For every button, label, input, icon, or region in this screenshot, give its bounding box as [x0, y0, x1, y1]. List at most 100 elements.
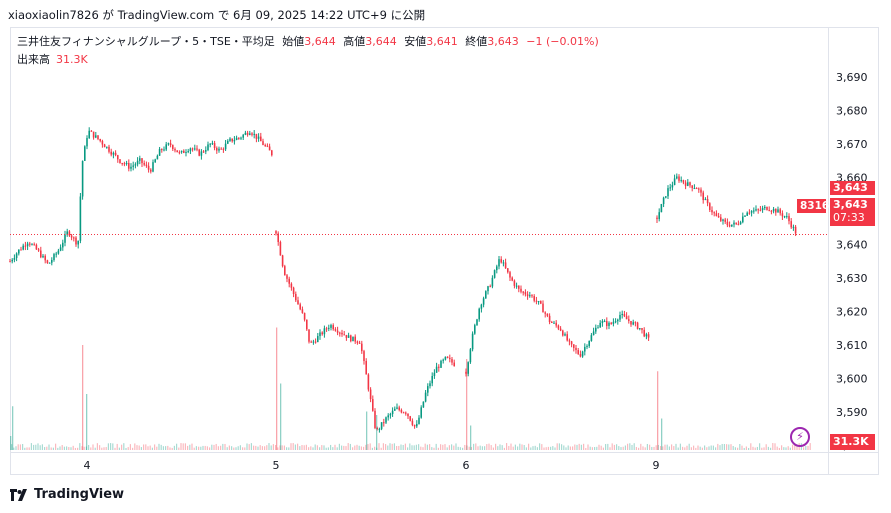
volume-bar	[387, 445, 389, 450]
volume-bar	[426, 444, 428, 450]
volume-bar	[382, 443, 384, 450]
volume-bar	[35, 444, 37, 450]
volume-spike	[280, 383, 282, 450]
volume-bar	[275, 445, 277, 450]
candle-body	[656, 217, 658, 220]
volume-spike	[657, 371, 659, 450]
candle-body	[548, 315, 551, 323]
chart-frame	[10, 27, 879, 475]
volume-bar	[497, 446, 499, 450]
volume-bar	[752, 446, 754, 450]
y-tick-label: 3,680	[836, 105, 868, 118]
volume-bar	[754, 447, 756, 450]
candle-body	[676, 176, 678, 179]
volume-bar	[222, 443, 224, 450]
volume-bar	[354, 445, 356, 450]
candle-body	[562, 330, 564, 336]
volume-bar	[486, 444, 488, 450]
volume-bar	[479, 445, 481, 450]
volume-bar	[376, 447, 378, 450]
volume-bar	[693, 445, 695, 450]
candle-body	[636, 322, 639, 329]
volume-bar	[552, 446, 554, 450]
candle-body	[290, 283, 293, 288]
candle-body	[79, 196, 82, 241]
volume-bar	[574, 444, 576, 450]
volume-bar	[77, 447, 79, 450]
candle-body	[286, 275, 288, 279]
volume-bar	[59, 446, 61, 450]
candle-body	[715, 213, 718, 217]
candle-body	[292, 287, 295, 295]
publish-header: xiaoxiaolin7826 が TradingView.com で 6月 0…	[8, 8, 426, 22]
candle-body	[630, 320, 632, 325]
candle-body	[372, 399, 374, 411]
symbol-name: 三井住友フィナンシャルグループ・5・TSE・平均足	[17, 35, 275, 48]
candle-body	[222, 148, 225, 150]
volume-bar	[770, 447, 772, 450]
volume-bar	[534, 445, 536, 450]
candle-body	[416, 423, 418, 427]
volume-bar	[719, 445, 721, 450]
candle-body	[260, 136, 262, 142]
volume-bar	[325, 447, 327, 450]
candle-body	[435, 366, 438, 373]
candle-body	[579, 354, 582, 357]
y-tick-label: 3,640	[836, 239, 868, 252]
volume-bar	[503, 447, 505, 450]
replay-icon[interactable]: ⚡	[790, 427, 810, 447]
volume-bar	[763, 447, 765, 450]
candle-body	[246, 132, 249, 135]
candle-body	[474, 325, 476, 334]
candle-body	[205, 150, 207, 152]
candle-body	[418, 417, 420, 424]
volume-value: 31.3K	[56, 53, 88, 66]
volume-bar	[598, 444, 600, 450]
volume-bar	[455, 443, 457, 450]
candle-body	[557, 325, 560, 329]
candle-body	[482, 298, 485, 305]
volume-bar	[270, 445, 272, 450]
volume-bar	[677, 447, 679, 450]
candle-body	[731, 224, 733, 227]
candle-body	[601, 321, 604, 323]
candle-body	[218, 148, 220, 151]
volume-bar	[767, 446, 769, 450]
candle-body	[744, 215, 746, 217]
candle-body	[176, 150, 178, 153]
volume-bar	[532, 446, 534, 450]
volume-bar	[156, 446, 158, 450]
volume-bar	[424, 443, 426, 450]
volume-bar	[235, 447, 237, 450]
volume-bar	[400, 444, 402, 450]
volume-bar	[796, 446, 798, 450]
volume-bar	[541, 444, 543, 450]
symbol-tag: 8316	[797, 199, 829, 213]
candle-body	[779, 209, 781, 214]
candle-body	[671, 184, 674, 188]
volume-bar	[649, 444, 651, 450]
volume-bar	[380, 447, 382, 450]
candle-body	[284, 266, 286, 276]
candle-body	[183, 150, 185, 153]
volume-bar	[140, 447, 142, 450]
candle-body	[130, 166, 132, 169]
candle-body	[224, 143, 227, 150]
volume-bar	[121, 444, 123, 450]
candle-body	[498, 259, 500, 267]
candle-body	[770, 210, 773, 212]
candle-body	[396, 407, 398, 409]
candle-body	[139, 158, 141, 161]
volume-bar	[92, 444, 94, 450]
candle-body	[724, 219, 726, 222]
volume-bar	[160, 444, 162, 450]
volume-bar	[635, 447, 637, 450]
candle-body	[440, 360, 442, 368]
candle-body	[106, 146, 108, 148]
high-value: 3,644	[365, 35, 397, 48]
candle-body	[59, 247, 62, 251]
candle-body	[330, 325, 332, 328]
candle-body	[504, 262, 507, 269]
volume-bar	[409, 443, 411, 450]
